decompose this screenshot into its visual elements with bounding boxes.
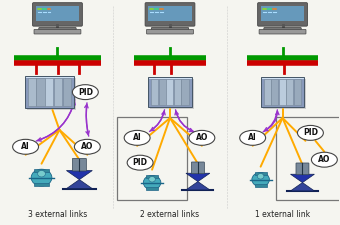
Polygon shape [66, 180, 92, 189]
Ellipse shape [311, 152, 337, 167]
Ellipse shape [38, 171, 46, 177]
FancyBboxPatch shape [33, 3, 82, 26]
FancyBboxPatch shape [294, 79, 301, 105]
FancyBboxPatch shape [36, 6, 79, 21]
FancyBboxPatch shape [148, 6, 192, 21]
FancyBboxPatch shape [148, 77, 192, 107]
Ellipse shape [240, 130, 266, 145]
Text: 1 external link: 1 external link [255, 210, 310, 219]
Polygon shape [186, 182, 210, 190]
FancyBboxPatch shape [146, 187, 158, 190]
FancyBboxPatch shape [191, 162, 204, 174]
FancyBboxPatch shape [72, 158, 86, 171]
Text: AO: AO [81, 142, 94, 151]
Ellipse shape [149, 177, 155, 182]
FancyBboxPatch shape [296, 163, 309, 175]
Text: AI: AI [21, 142, 30, 151]
Text: AI: AI [248, 133, 257, 142]
FancyBboxPatch shape [34, 29, 81, 34]
FancyBboxPatch shape [255, 172, 267, 175]
FancyBboxPatch shape [28, 78, 36, 106]
FancyBboxPatch shape [271, 79, 278, 105]
FancyBboxPatch shape [24, 76, 74, 108]
FancyBboxPatch shape [261, 6, 304, 21]
Ellipse shape [298, 125, 323, 140]
FancyBboxPatch shape [27, 78, 76, 110]
Polygon shape [290, 182, 315, 191]
Ellipse shape [252, 173, 269, 187]
FancyBboxPatch shape [279, 79, 286, 105]
Text: 2 external links: 2 external links [140, 210, 200, 219]
FancyBboxPatch shape [146, 175, 158, 178]
FancyBboxPatch shape [166, 79, 173, 105]
Ellipse shape [127, 155, 153, 170]
Text: AO: AO [318, 155, 330, 164]
Ellipse shape [257, 173, 264, 179]
Ellipse shape [74, 139, 100, 154]
FancyBboxPatch shape [34, 169, 49, 172]
FancyBboxPatch shape [39, 28, 76, 32]
FancyBboxPatch shape [264, 28, 301, 32]
Text: 3 external links: 3 external links [28, 210, 87, 219]
Ellipse shape [72, 85, 98, 100]
FancyBboxPatch shape [255, 184, 267, 187]
FancyBboxPatch shape [286, 79, 293, 105]
Polygon shape [186, 173, 210, 182]
Ellipse shape [143, 176, 161, 190]
Ellipse shape [124, 130, 150, 145]
Ellipse shape [31, 169, 52, 186]
FancyBboxPatch shape [151, 28, 189, 32]
FancyBboxPatch shape [145, 3, 195, 26]
FancyBboxPatch shape [259, 29, 306, 34]
FancyBboxPatch shape [45, 78, 53, 106]
Ellipse shape [13, 139, 38, 154]
FancyBboxPatch shape [34, 183, 49, 186]
FancyBboxPatch shape [63, 78, 71, 106]
FancyBboxPatch shape [147, 29, 193, 34]
FancyBboxPatch shape [264, 79, 271, 105]
FancyBboxPatch shape [258, 3, 307, 26]
FancyBboxPatch shape [54, 78, 62, 106]
Text: PID: PID [133, 158, 148, 167]
Polygon shape [290, 174, 315, 182]
FancyBboxPatch shape [174, 79, 181, 105]
FancyBboxPatch shape [159, 79, 166, 105]
FancyBboxPatch shape [261, 77, 304, 107]
Text: PID: PID [303, 128, 318, 137]
Ellipse shape [189, 130, 215, 145]
FancyBboxPatch shape [181, 79, 188, 105]
FancyBboxPatch shape [36, 78, 45, 106]
Text: AI: AI [133, 133, 141, 142]
FancyBboxPatch shape [151, 79, 158, 105]
FancyBboxPatch shape [262, 79, 306, 109]
Text: AO: AO [196, 133, 208, 142]
FancyBboxPatch shape [150, 79, 194, 109]
Text: PID: PID [78, 88, 93, 97]
Polygon shape [66, 171, 92, 180]
